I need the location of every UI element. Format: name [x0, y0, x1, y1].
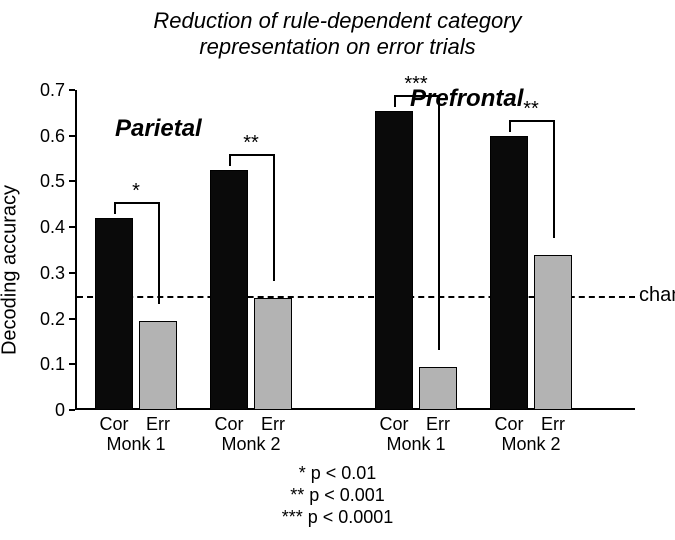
- significance-legend-line: ** p < 0.001: [0, 484, 675, 506]
- significance-legend: * p < 0.01** p < 0.001*** p < 0.0001: [0, 462, 675, 528]
- ytick-label: 0.3: [25, 263, 65, 284]
- x-tick-label: Cor: [486, 414, 532, 435]
- x-tick-label: Cor: [91, 414, 137, 435]
- title-line-2: representation on error trials: [199, 34, 475, 59]
- chart-container: { "title_line1": "Reduction of rule-depe…: [0, 0, 675, 540]
- bar-err: [254, 298, 292, 410]
- y-axis: [75, 90, 77, 410]
- ytick-label: 0.4: [25, 217, 65, 238]
- x-tick-label: Err: [250, 414, 296, 435]
- chance-label: chance: [639, 284, 675, 307]
- x-group-label: Monk 1: [369, 434, 463, 455]
- ytick-mark: [69, 318, 75, 320]
- x-tick-label: Cor: [371, 414, 417, 435]
- significance-label: **: [231, 132, 271, 155]
- bar-cor: [95, 218, 133, 410]
- x-group-label: Monk 1: [89, 434, 183, 455]
- bar-err: [139, 321, 177, 410]
- bar-err: [534, 255, 572, 410]
- significance-label: *: [116, 180, 156, 203]
- ytick-mark: [69, 363, 75, 365]
- ytick-label: 0: [25, 400, 65, 421]
- ytick-mark: [69, 89, 75, 91]
- bar-cor: [375, 111, 413, 410]
- ytick-label: 0.5: [25, 171, 65, 192]
- bar-err: [419, 367, 457, 410]
- x-group-label: Monk 2: [484, 434, 578, 455]
- ytick-mark: [69, 226, 75, 228]
- x-tick-label: Err: [530, 414, 576, 435]
- ytick-label: 0.1: [25, 354, 65, 375]
- significance-label: **: [511, 98, 551, 121]
- ytick-label: 0.6: [25, 126, 65, 147]
- ytick-label: 0.7: [25, 80, 65, 101]
- plot-area: 00.10.20.30.40.50.60.7chanceParietal*Cor…: [75, 90, 635, 410]
- x-tick-label: Cor: [206, 414, 252, 435]
- ytick-mark: [69, 272, 75, 274]
- significance-legend-line: * p < 0.01: [0, 462, 675, 484]
- ytick-label: 0.2: [25, 309, 65, 330]
- chart-title: Reduction of rule-dependent category rep…: [0, 8, 675, 60]
- panel-title: Parietal: [115, 115, 202, 143]
- significance-legend-line: *** p < 0.0001: [0, 506, 675, 528]
- title-line-1: Reduction of rule-dependent category: [153, 8, 521, 33]
- x-tick-label: Err: [415, 414, 461, 435]
- ytick-mark: [69, 180, 75, 182]
- significance-label: ***: [396, 73, 436, 96]
- bar-cor: [490, 136, 528, 410]
- ytick-mark: [69, 135, 75, 137]
- ytick-mark: [69, 409, 75, 411]
- x-tick-label: Err: [135, 414, 181, 435]
- x-group-label: Monk 2: [204, 434, 298, 455]
- y-axis-label: Decoding accuracy: [0, 185, 22, 355]
- bar-cor: [210, 170, 248, 410]
